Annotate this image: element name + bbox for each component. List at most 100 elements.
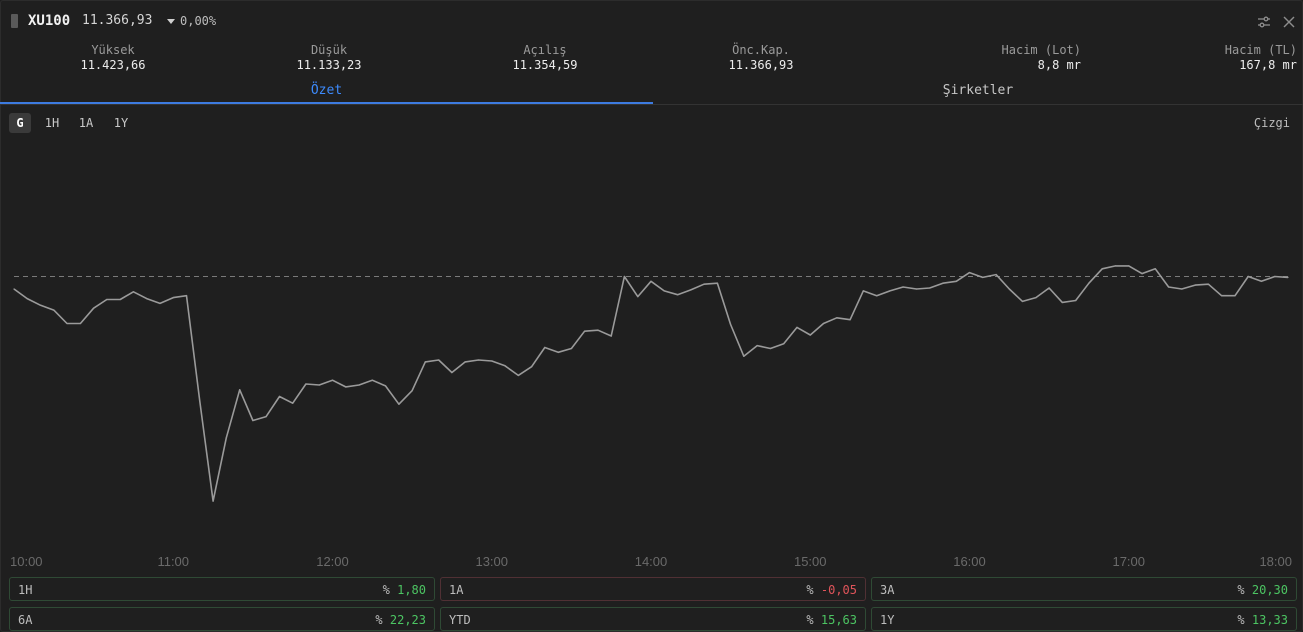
x-tick-label: 13:00 [475,554,508,569]
price-point [119,298,121,301]
price-point [504,365,506,367]
price-point [690,289,692,291]
price-point [663,290,665,292]
price-chart[interactable]: 10:00 11:00 12:00 13:00 14:00 15:00 16:00 17:00… [0,140,1303,572]
perf-value: % 22,23 [375,613,426,627]
price-point [769,347,772,350]
perf-value: % 13,33 [1237,613,1288,627]
stat-high: Yüksek 11.423,66 [43,43,183,72]
price-point [79,322,81,325]
range-button-1a[interactable]: 1A [78,116,94,130]
price-point [1141,273,1143,275]
perf-number: 1,80 [397,583,426,597]
price-point [199,400,201,402]
perf-value: % -0,05 [806,583,857,597]
price-point [1021,300,1024,302]
close-icon[interactable] [1282,14,1296,33]
price-point [225,437,227,439]
price-change: 0,00% [167,14,216,28]
price-point [66,322,68,325]
price-point [876,295,878,297]
price-point [424,361,426,363]
price-point [451,371,453,374]
price-point [1287,276,1289,278]
perf-box-3a: 3A % 20,30 [871,577,1297,601]
x-tick-label: 11:00 [157,554,189,569]
price-point [915,288,918,290]
percent-sign: % [806,613,814,627]
price-point [371,379,373,381]
price-point [955,280,957,282]
price-point [637,296,639,298]
price-point [1194,284,1196,286]
stat-value: 11.366,93 [728,58,794,72]
price-point [40,304,42,306]
stat-value: 11.423,66 [80,58,146,72]
tab-ozet[interactable]: Özet [310,83,343,98]
price-point [477,359,480,361]
price-point [1061,301,1063,303]
perf-label: 1A [449,583,464,597]
stat-label: Açılış [523,43,567,57]
price-point [265,416,267,418]
price-point [822,322,825,325]
price-point [1048,287,1050,289]
stat-value: 11.133,23 [296,58,362,72]
price-point [1168,286,1170,288]
active-tab-indicator [0,102,653,104]
price-point [93,307,95,309]
stat-label: Hacim (TL) [1224,43,1297,57]
price-point [278,395,281,398]
price-point [398,403,400,405]
price-point [597,329,599,331]
stat-low: Düşük 11.133,23 [259,43,399,72]
price-point [584,330,586,332]
price-point [783,343,785,345]
perf-number: -0,05 [820,583,857,597]
perf-box-1a: 1A % -0,05 [440,577,866,601]
price-point [716,282,719,284]
symbol[interactable]: XU100 [28,13,71,29]
price-point [730,323,732,326]
perf-box-1h: 1H % 1,80 [9,577,435,601]
stat-volume-tl: Hacim (TL) 167,8 mr [1157,43,1297,72]
price-point [318,384,320,386]
range-button-g[interactable]: G [9,113,31,133]
price-point [544,346,546,349]
price-point [557,351,559,353]
price-point [239,389,241,391]
price-point [1247,275,1249,278]
tab-sirketler[interactable]: Şirketler [942,83,1014,98]
x-tick-label: 14:00 [635,554,668,569]
perf-label: 3A [880,583,895,597]
tab-bar: Özet Şirketler [0,80,1303,105]
price-point [106,298,108,301]
chart-type-selector[interactable]: Çizgi [1253,116,1290,130]
perf-number: 15,63 [820,613,857,627]
price-point [305,383,307,385]
header: XU100 11.366,93 0,00% [0,8,1303,34]
stat-volume-lot: Hacim (Lot) 8,8 mr [941,43,1081,72]
price-point [491,360,493,362]
perf-number: 13,33 [1251,613,1288,627]
price-point [756,345,758,347]
price-point [836,317,838,319]
drag-handle-icon[interactable] [11,14,18,28]
price-point [677,294,679,296]
perf-number: 22,23 [389,613,426,627]
price-point [902,286,904,288]
price-point [384,385,387,387]
settings-sliders-icon[interactable] [1257,14,1271,33]
perf-box-1y: 1Y % 13,33 [871,607,1297,631]
price-point [570,347,573,350]
price-point [1128,265,1130,267]
down-arrow-icon [167,19,175,24]
price-point [849,319,851,321]
x-tick-label: 12:00 [316,554,349,569]
price-point [743,355,745,357]
range-button-1y[interactable]: 1Y [113,116,129,130]
range-button-1h[interactable]: 1H [44,116,60,130]
price-point [517,374,519,376]
price-point [982,276,984,278]
